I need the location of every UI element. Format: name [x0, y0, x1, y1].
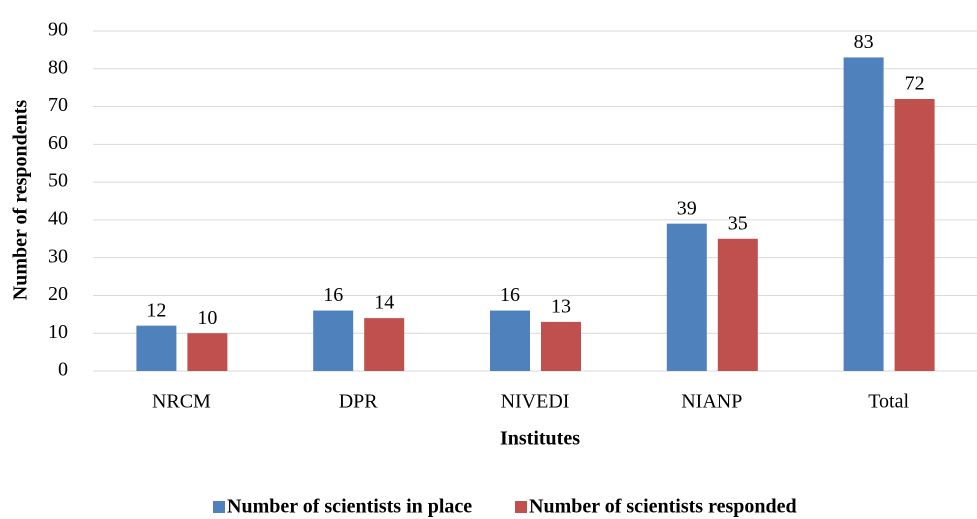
x-tick-label: NIVEDI: [501, 391, 570, 413]
data-label: 83: [854, 31, 874, 53]
y-tick-label: 30: [48, 245, 68, 267]
bar: [313, 310, 354, 371]
data-label: 13: [551, 295, 571, 317]
bar: [894, 99, 935, 371]
data-label: 16: [323, 284, 343, 306]
data-label: 39: [677, 197, 697, 219]
bar: [136, 325, 177, 371]
bar: [666, 223, 707, 371]
data-label: 14: [374, 292, 394, 314]
bar: [187, 333, 228, 371]
y-tick-label: 80: [48, 56, 68, 78]
y-tick-label: 20: [48, 283, 68, 305]
x-axis-title: Institutes: [500, 428, 580, 450]
legend-label: Number of scientists responded: [529, 496, 797, 518]
legend-swatch: [515, 501, 527, 513]
bar: [490, 310, 530, 371]
x-tick-label: NIANP: [681, 391, 742, 413]
bar: [843, 57, 884, 371]
y-tick-label: 90: [48, 19, 68, 41]
data-label: 35: [728, 212, 748, 234]
data-label: 72: [905, 73, 925, 95]
bar: [364, 318, 405, 371]
x-tick-label: Total: [868, 391, 909, 413]
legend-label: Number of scientists in place: [227, 496, 472, 518]
bar: [541, 321, 581, 371]
y-tick-label: 70: [48, 94, 68, 116]
bar: [717, 238, 758, 371]
y-tick-label: 0: [58, 359, 68, 381]
legend-swatch: [213, 501, 225, 513]
data-label: 16: [500, 284, 520, 306]
x-tick-label: DPR: [339, 391, 379, 413]
y-tick-label: 10: [48, 321, 68, 343]
data-label: 10: [197, 307, 217, 329]
data-label: 12: [146, 299, 166, 321]
y-tick-label: 40: [48, 207, 68, 229]
x-tick-label: NRCM: [152, 391, 211, 413]
y-tick-label: 50: [48, 170, 68, 192]
y-tick-label: 60: [48, 132, 68, 154]
y-axis-title: Number of respondents: [10, 100, 32, 301]
